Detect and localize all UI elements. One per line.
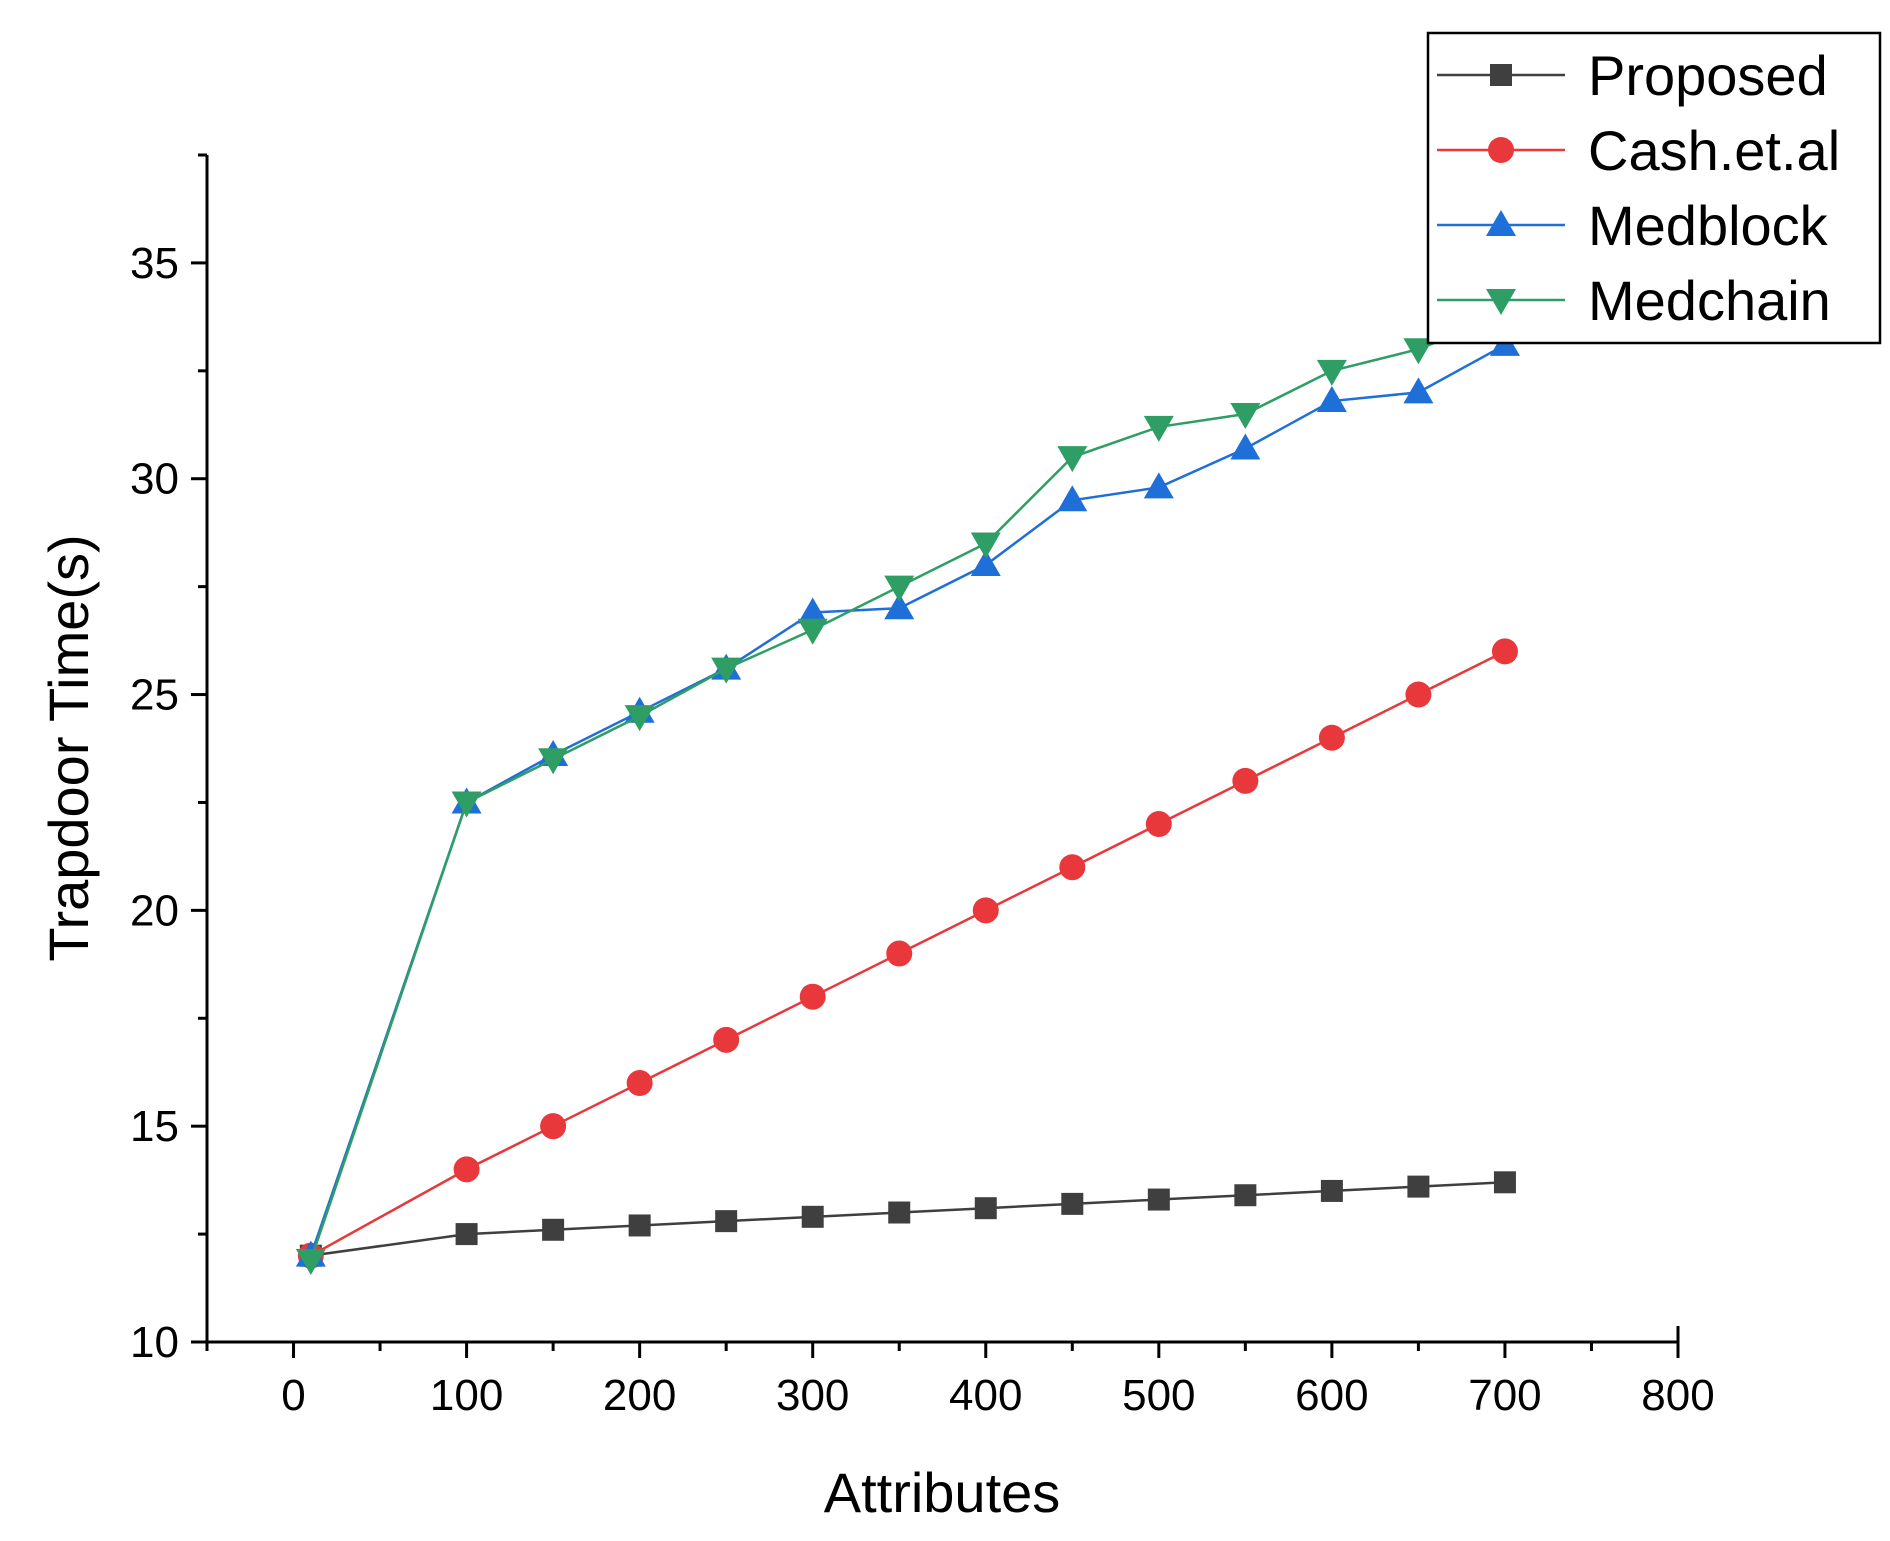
data-point [1232,767,1259,794]
x-axis-title: Attributes [824,1461,1061,1524]
legend: Proposed Cash.et.al Medblock Medchain [1426,31,1882,345]
plot-area [295,303,1520,1275]
data-point [1493,1171,1516,1194]
series-medchain [295,303,1520,1275]
y-tick-label: 30 [130,455,179,504]
y-tick-label: 15 [130,1102,179,1151]
data-point [713,1026,740,1053]
legend-marker [1490,64,1512,86]
data-point [455,1223,478,1246]
data-point [1143,415,1174,442]
x-tick-label: 600 [1295,1371,1368,1420]
data-point [886,940,913,967]
legend-marker [1488,137,1514,163]
data-point [453,1156,480,1183]
data-point [884,593,915,620]
data-point [1230,433,1261,460]
data-point [1234,1184,1257,1207]
data-point [1143,472,1174,499]
y-tick-label: 25 [130,671,179,720]
legend-label: Cash.et.al [1588,119,1840,182]
x-tick-label: 100 [430,1371,503,1420]
data-point [799,983,826,1010]
legend-entry: Medblock [1437,194,1829,257]
data-point [715,1210,738,1233]
legend-entry: Cash.et.al [1437,119,1840,182]
series-line [309,313,1506,1261]
data-point [451,791,482,818]
legend-label: Medchain [1588,269,1831,332]
data-point [884,575,915,602]
axes: 10 15 20 25 30 35 0 100 200 300 400 500 600 700 800 [130,153,1715,1420]
x-tick-label: 300 [776,1371,849,1420]
data-point [295,1248,326,1275]
data-point [628,1214,651,1237]
data-point [711,657,742,684]
data-point [538,748,569,775]
data-point [624,705,655,732]
y-tick-label: 20 [130,886,179,935]
data-point [970,532,1001,559]
y-tick-label: 10 [130,1318,179,1367]
series-proposed [299,1171,1516,1267]
x-tick-label: 400 [949,1371,1022,1420]
data-point [1059,854,1086,881]
legend-label: Proposed [1588,44,1828,107]
x-tick-label: 0 [281,1371,305,1420]
data-point [1407,1175,1430,1198]
data-point [972,897,999,924]
data-point [1491,638,1518,665]
y-axis-title: Trapdoor Time(s) [37,534,100,961]
series-line [309,343,1506,1257]
series-line [310,1181,1506,1257]
data-point [1145,811,1172,838]
data-point [1403,338,1434,365]
legend-marker [1486,210,1516,236]
legend-label: Medblock [1588,194,1829,257]
data-point [1230,402,1261,429]
data-point [1057,446,1088,473]
legend-entry: Proposed [1437,44,1828,107]
y-tick-label: 35 [130,239,179,288]
data-point [1318,724,1345,751]
data-point [888,1201,911,1224]
data-point [797,618,828,645]
x-tick-label: 500 [1122,1371,1195,1420]
data-point [974,1197,997,1220]
data-point [540,1113,567,1140]
data-point [1320,1179,1343,1202]
legend-entry: Medchain [1437,269,1831,332]
series-line [310,650,1506,1257]
data-point [1316,386,1347,413]
x-tick-label: 200 [603,1371,676,1420]
data-point [797,597,828,624]
data-point [626,1070,653,1097]
series-cash-et-al [297,638,1518,1269]
legend-marker [1486,289,1516,315]
data-point [970,550,1001,577]
data-point [1061,1192,1084,1215]
data-point [1405,681,1432,708]
data-point [1147,1188,1170,1211]
data-point [801,1205,824,1228]
data-point [1316,359,1347,386]
data-point [1403,377,1434,404]
data-point [542,1218,565,1241]
x-tick-label: 800 [1641,1371,1714,1420]
series-medblock [295,329,1520,1267]
data-point [1057,485,1088,512]
x-tick-label: 700 [1468,1371,1541,1420]
